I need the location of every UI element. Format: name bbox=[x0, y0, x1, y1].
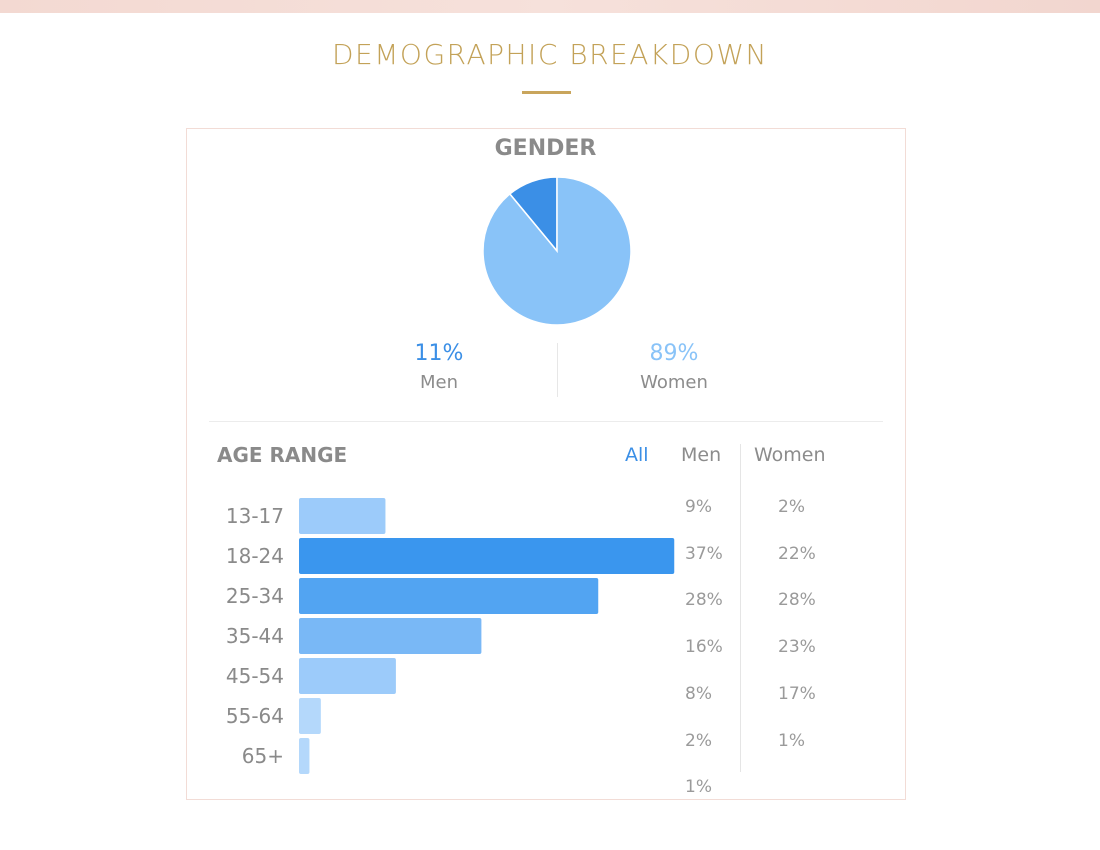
men-percent: 11% bbox=[414, 341, 464, 366]
women-label: Women bbox=[640, 372, 708, 393]
men-percent-cell: 9% bbox=[685, 497, 712, 517]
men-percent-cell: 1% bbox=[685, 777, 712, 798]
women-percent: 89% bbox=[649, 341, 699, 366]
age-category-label: 55-64 bbox=[226, 704, 284, 728]
men-percent-cell: 28% bbox=[685, 590, 723, 611]
age-category-label: 13-17 bbox=[226, 504, 284, 528]
title-underline bbox=[522, 91, 571, 94]
table-divider bbox=[740, 444, 741, 772]
age-bar-45-54 bbox=[299, 658, 396, 694]
age-bar-25-34 bbox=[299, 578, 599, 614]
age-category-label: 25-34 bbox=[226, 584, 284, 608]
filter-men-tab[interactable]: Men bbox=[681, 444, 722, 466]
gender-divider bbox=[557, 343, 558, 397]
age-category-label: 35-44 bbox=[226, 624, 284, 648]
men-percent-cell: 2% bbox=[685, 730, 712, 751]
pie-slice-women bbox=[482, 176, 632, 326]
page-title: DEMOGRAPHIC BREAKDOWN bbox=[332, 38, 768, 71]
women-stat: 89% Women bbox=[559, 341, 789, 393]
age-bar-13-17 bbox=[299, 498, 386, 534]
women-percent-cell: 2% bbox=[778, 497, 805, 517]
men-label: Men bbox=[419, 372, 458, 393]
men-stat: 11% Men bbox=[324, 341, 554, 393]
age-category-label: 65+ bbox=[242, 744, 284, 768]
women-percent-cell: 28% bbox=[778, 590, 816, 611]
women-percent-cell: 17% bbox=[778, 683, 816, 704]
age-bar-55-64 bbox=[299, 698, 321, 734]
age-bar-18-24 bbox=[299, 538, 675, 574]
age-bar-35-44 bbox=[299, 618, 482, 654]
demographics-card: GENDER 11% Men 89% Women AGE RANGE All M… bbox=[186, 128, 906, 800]
women-percent-cell: 1% bbox=[778, 730, 805, 751]
age-bar-65+ bbox=[299, 738, 310, 774]
age-range-title: AGE RANGE bbox=[217, 443, 348, 467]
men-percent-cell: 37% bbox=[685, 543, 723, 564]
women-percent-cell: 22% bbox=[778, 543, 816, 564]
women-percent-cell: 23% bbox=[778, 637, 816, 658]
age-bar-chart: 13-17 18-24 25-34 35-44 45-54 55-64 65+ bbox=[226, 498, 675, 774]
filter-all-tab[interactable]: All bbox=[625, 444, 649, 466]
age-category-label: 18-24 bbox=[226, 544, 284, 568]
men-percent-cell: 8% bbox=[685, 683, 712, 704]
gender-title: GENDER bbox=[494, 136, 597, 161]
gender-pie-chart bbox=[482, 176, 632, 326]
men-percent-cell: 16% bbox=[685, 637, 723, 658]
section-divider bbox=[209, 421, 883, 422]
age-category-label: 45-54 bbox=[226, 664, 284, 688]
filter-women-tab[interactable]: Women bbox=[754, 444, 826, 466]
top-decorative-band bbox=[0, 0, 1100, 13]
